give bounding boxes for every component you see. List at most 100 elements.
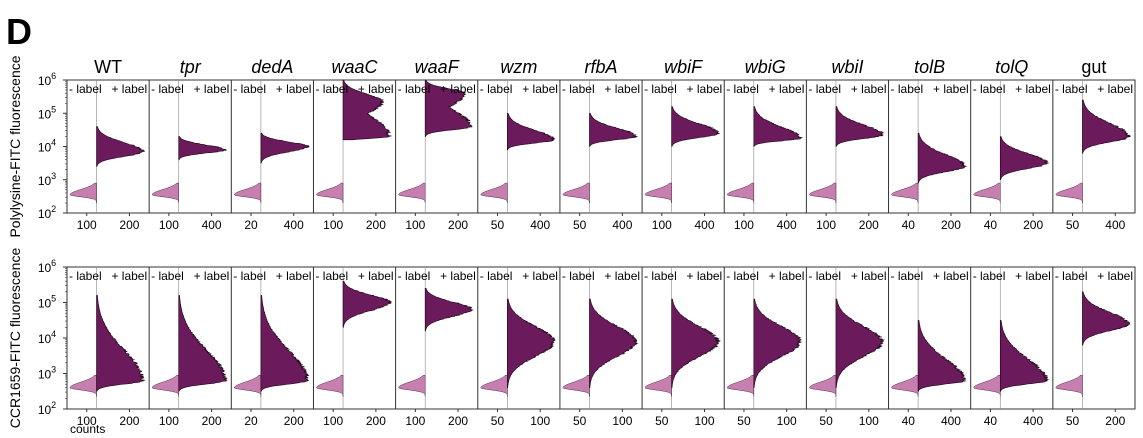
- minus-label-caption: - label: [562, 269, 595, 283]
- plus-label-caption: + label: [440, 82, 476, 96]
- plus-label-histogram: [999, 319, 1050, 392]
- x-tick-label: 50: [1066, 414, 1080, 428]
- plus-label-caption: + label: [276, 82, 312, 96]
- plus-label-histogram: [671, 298, 721, 388]
- plus-label-histogram: [507, 298, 556, 388]
- minus-label-caption: - label: [808, 269, 841, 283]
- minus-label-histogram: [398, 375, 426, 397]
- strain-name: tolQ: [995, 57, 1028, 77]
- x-tick-label: 40: [902, 414, 916, 428]
- y-tick-label: 102: [38, 204, 56, 221]
- x-tick-label: 400: [284, 218, 304, 232]
- x-tick-label: 50: [491, 218, 505, 232]
- minus-label-histogram: [1055, 182, 1083, 204]
- x-tick-label: 100: [405, 218, 425, 232]
- minus-label-histogram: [69, 375, 97, 398]
- strain-name: WT: [94, 57, 122, 77]
- plus-label-histogram: [96, 295, 146, 392]
- strain-name: waaF: [415, 57, 460, 77]
- x-tick-label: 400: [694, 218, 714, 232]
- x-tick-label: 50: [573, 218, 587, 232]
- x-tick-label: 50: [1066, 218, 1080, 232]
- x-tick-label: 200: [202, 414, 222, 428]
- strain-name: rfbA: [584, 57, 617, 77]
- x-tick-label: 400: [777, 218, 797, 232]
- minus-label-histogram: [973, 375, 1001, 398]
- plus-label-histogram: [1082, 291, 1131, 346]
- x-tick-label: 20: [244, 414, 258, 428]
- minus-label-caption: - label: [398, 82, 431, 96]
- plus-label-caption: + label: [769, 82, 805, 96]
- minus-label-histogram: [480, 375, 508, 398]
- x-tick-label: 100: [816, 218, 836, 232]
- plus-label-histogram: [589, 112, 639, 147]
- plus-label-caption: + label: [933, 269, 969, 283]
- plus-label-histogram: [835, 106, 885, 147]
- plus-label-histogram: [342, 79, 392, 141]
- minus-label-histogram: [644, 375, 672, 397]
- y-tick-label: 103: [38, 171, 56, 188]
- plus-label-histogram: [589, 298, 639, 388]
- plus-label-histogram: [753, 298, 802, 388]
- x-tick-label: 400: [612, 218, 632, 232]
- plus-label-caption: + label: [1015, 269, 1051, 283]
- plus-label-caption: + label: [1015, 82, 1051, 96]
- minus-label-caption: - label: [69, 269, 102, 283]
- plus-label-caption: + label: [604, 269, 640, 283]
- minus-label-caption: - label: [233, 269, 266, 283]
- plus-label-histogram: [260, 132, 310, 164]
- plus-label-caption: + label: [1097, 82, 1133, 96]
- plus-label-caption: + label: [276, 269, 312, 283]
- plus-label-caption: + label: [440, 269, 476, 283]
- x-tick-label: 100: [777, 414, 797, 428]
- plus-label-histogram: [753, 106, 803, 147]
- strain-name: tolB: [914, 57, 945, 77]
- minus-label-histogram: [644, 182, 672, 204]
- minus-label-caption: - label: [480, 82, 513, 96]
- x-tick-label: 200: [366, 218, 386, 232]
- strain-name: waaC: [332, 57, 379, 77]
- x-tick-label: 200: [1023, 218, 1043, 232]
- plus-label-caption: + label: [194, 269, 230, 283]
- plus-label-histogram: [342, 280, 392, 328]
- panel-label: D: [6, 11, 32, 52]
- x-tick-label: 20: [244, 218, 258, 232]
- strain-name: tpr: [180, 57, 202, 77]
- x-axis-label: counts: [70, 422, 105, 436]
- plus-label-caption: + label: [851, 269, 887, 283]
- x-tick-label: 100: [323, 218, 343, 232]
- minus-label-caption: - label: [891, 82, 924, 96]
- plus-label-histogram: [671, 106, 720, 147]
- minus-label-histogram: [151, 375, 179, 398]
- plus-label-histogram: [260, 295, 310, 392]
- x-tick-label: 200: [448, 414, 468, 428]
- x-tick-label: 100: [859, 414, 879, 428]
- x-tick-label: 100: [612, 414, 632, 428]
- x-tick-label: 400: [1105, 218, 1125, 232]
- x-tick-label: 50: [819, 414, 833, 428]
- x-tick-label: 100: [405, 414, 425, 428]
- x-tick-label: 50: [573, 414, 587, 428]
- ccr1659-row: CCR1659-FITC fluorescence 102 103 104 105 106…: [7, 248, 1136, 428]
- x-tick-label: 200: [448, 218, 468, 232]
- plus-label-histogram: [917, 132, 968, 184]
- x-tick-label: 200: [859, 218, 879, 232]
- y-tick-label: 104: [38, 329, 56, 346]
- plus-label-caption: + label: [604, 82, 640, 96]
- x-tick-label: 100: [734, 218, 754, 232]
- x-tick-label: 200: [119, 218, 139, 232]
- plus-label-histogram: [424, 79, 473, 137]
- strain-header-row: WT tpr dedA waaC waaF wzm rfbA wbiF wbiG wbiI tolB…: [94, 57, 1106, 77]
- y-tick-label: 106: [38, 258, 56, 275]
- x-tick-label: 200: [366, 414, 386, 428]
- strain-name: wbiF: [664, 57, 703, 77]
- x-tick-label: 100: [77, 218, 97, 232]
- y-tick-label: 105: [38, 294, 56, 311]
- x-tick-label: 200: [1105, 414, 1125, 428]
- minus-label-caption: - label: [480, 269, 513, 283]
- x-tick-label: 400: [941, 414, 961, 428]
- minus-label-caption: - label: [1055, 269, 1088, 283]
- y-tick-label: 105: [38, 104, 56, 121]
- minus-label-histogram: [891, 375, 919, 398]
